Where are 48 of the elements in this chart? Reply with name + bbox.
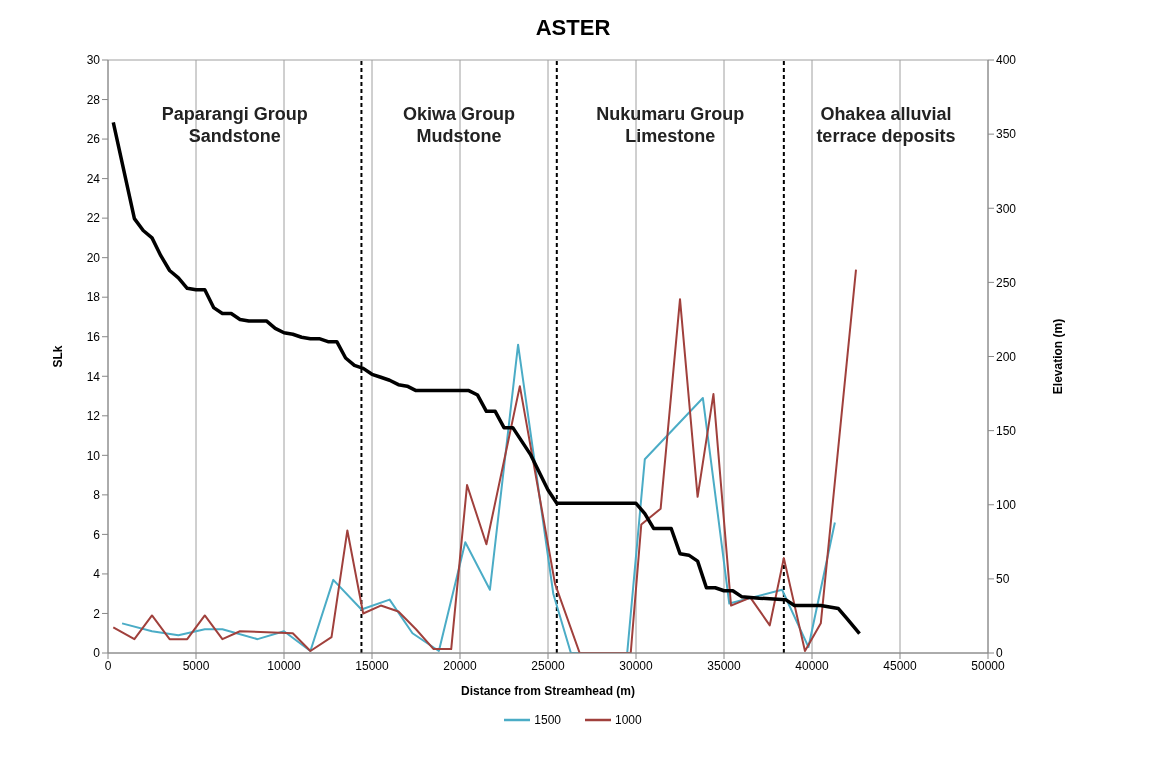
x-tick-label: 25000 xyxy=(531,658,566,673)
x-tick-label: 20000 xyxy=(443,658,478,673)
y-tick-label: 12 xyxy=(86,409,101,424)
y2-axis-title: Elevation (m) xyxy=(1051,318,1066,395)
y-tick-label: 20 xyxy=(86,250,101,265)
y-tick-label: 10 xyxy=(86,448,101,463)
x-tick-label: 0 xyxy=(104,658,112,673)
line-series xyxy=(121,343,836,653)
x-tick-label: 40000 xyxy=(795,658,830,673)
y2-tick-label: 200 xyxy=(996,349,1017,364)
y-tick-label: 0 xyxy=(93,646,101,661)
y2-tick-label: 50 xyxy=(996,572,1010,587)
y-tick-label: 22 xyxy=(86,211,101,226)
y-tick-label: 24 xyxy=(86,171,101,186)
y-tick-label: 16 xyxy=(86,329,101,344)
y2-tick-label: 350 xyxy=(996,127,1017,142)
y2-tick-label: 100 xyxy=(996,498,1017,513)
y2-tick-label: 150 xyxy=(996,423,1017,438)
annotation: Okiwa Group Mudstone xyxy=(403,104,516,146)
line-series xyxy=(112,268,857,653)
x-tick-label: 30000 xyxy=(619,658,654,673)
y2-tick-label: 400 xyxy=(996,53,1017,68)
legend-label: 1500 xyxy=(533,713,561,727)
chart-title: ASTER xyxy=(534,14,612,42)
x-tick-label: 15000 xyxy=(355,658,390,673)
annotation: Ohakea alluvial terrace deposits xyxy=(816,104,956,146)
y2-tick-label: 0 xyxy=(996,646,1003,661)
legend-label: 1000 xyxy=(614,713,642,727)
x-tick-label: 5000 xyxy=(182,658,210,673)
y2-tick-label: 300 xyxy=(996,201,1017,216)
x-tick-label: 45000 xyxy=(883,658,918,673)
y-axis-title: SLk xyxy=(51,345,66,368)
y-tick-label: 6 xyxy=(93,527,101,542)
y2-tick-label: 250 xyxy=(996,275,1017,290)
x-tick-label: 50000 xyxy=(971,658,1006,673)
y-tick-label: 18 xyxy=(86,290,101,305)
y-tick-label: 14 xyxy=(86,369,101,384)
annotation: Paparangi Group Sandstone xyxy=(161,104,308,146)
x-axis-title: Distance from Streamhead (m) xyxy=(460,684,636,698)
x-tick-label: 10000 xyxy=(267,658,302,673)
y-tick-label: 26 xyxy=(86,132,101,147)
x-tick-label: 35000 xyxy=(707,658,742,673)
y-tick-label: 2 xyxy=(93,606,101,621)
y-tick-label: 8 xyxy=(93,488,101,503)
y-tick-label: 4 xyxy=(93,567,101,582)
y-tick-label: 28 xyxy=(86,92,101,107)
y-tick-label: 30 xyxy=(86,53,101,68)
annotation: Nukumaru Group Limestone xyxy=(596,104,745,146)
